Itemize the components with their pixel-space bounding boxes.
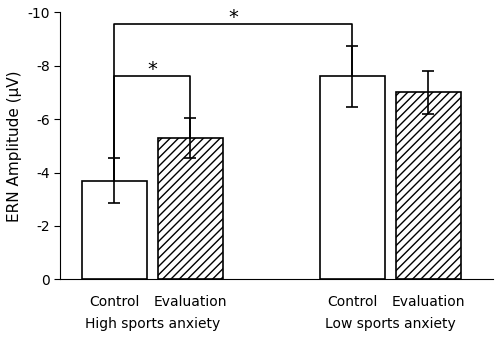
Text: Control: Control bbox=[328, 295, 378, 309]
Text: Low sports anxiety: Low sports anxiety bbox=[325, 316, 456, 330]
Text: Control: Control bbox=[90, 295, 140, 309]
Text: *: * bbox=[228, 8, 238, 27]
Text: High sports anxiety: High sports anxiety bbox=[84, 316, 220, 330]
Text: Evaluation: Evaluation bbox=[392, 295, 465, 309]
Bar bbox=[158, 138, 222, 279]
Bar bbox=[396, 92, 460, 279]
Text: *: * bbox=[148, 60, 158, 79]
Bar bbox=[82, 180, 147, 279]
Text: Evaluation: Evaluation bbox=[154, 295, 227, 309]
Bar bbox=[320, 77, 385, 279]
Y-axis label: ERN Amplitude (μV): ERN Amplitude (μV) bbox=[7, 70, 22, 222]
